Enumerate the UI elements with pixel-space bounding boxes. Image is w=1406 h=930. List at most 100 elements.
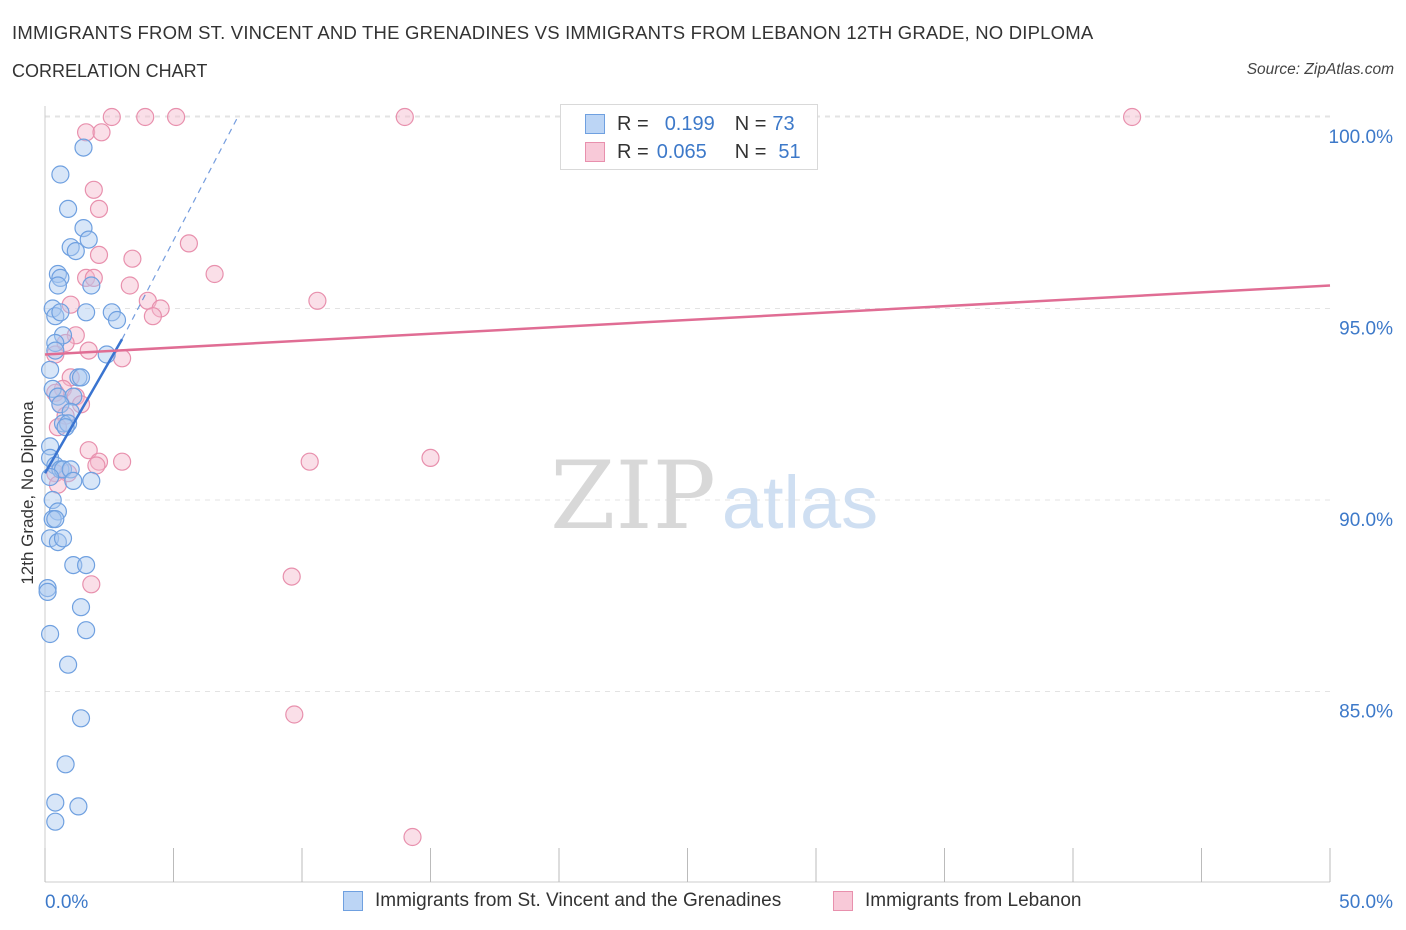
point-lebanon [205, 264, 224, 284]
point-st-vincent [58, 199, 78, 218]
series-swatch-lebanon [833, 891, 853, 911]
point-st-vincent [74, 219, 93, 238]
trend-lines [43, 116, 1331, 474]
legend-n-value-st-vincent: 73 [772, 112, 795, 135]
legend-n-label: N = [734, 140, 767, 163]
x-tick-label: 50.0% [1339, 892, 1393, 913]
legend-swatch-lebanon [585, 142, 605, 162]
point-lebanon [123, 249, 142, 268]
series-swatch-st-vincent [343, 891, 363, 911]
point-lebanon [179, 234, 198, 253]
point-lebanon [120, 276, 139, 295]
point-lebanon [76, 123, 96, 142]
point-lebanon [61, 295, 80, 314]
legend-r-label: R = [617, 112, 649, 135]
point-st-vincent [82, 276, 101, 295]
point-lebanon [87, 456, 106, 475]
point-lebanon [300, 452, 319, 471]
point-st-vincent [40, 624, 60, 644]
point-lebanon [285, 705, 304, 724]
trend-line-st-vincent [43, 338, 124, 474]
point-st-vincent [71, 709, 91, 728]
chart-subtitle: CORRELATION CHART [12, 61, 208, 81]
point-lebanon [82, 575, 101, 594]
axes [44, 106, 1331, 883]
point-st-vincent [76, 303, 96, 322]
point-st-vincent [64, 555, 83, 575]
series-st-vincent-points [38, 138, 127, 831]
point-st-vincent [51, 165, 70, 184]
legend-row-lebanon: R = 0.065 N = 51 [585, 141, 801, 163]
point-lebanon [403, 827, 422, 847]
point-lebanon [308, 291, 327, 310]
point-lebanon [92, 123, 111, 142]
point-lebanon [282, 567, 301, 586]
point-st-vincent [79, 230, 98, 249]
point-st-vincent [66, 242, 85, 261]
legend-r-value-lebanon: 0.065 [656, 140, 707, 163]
legend-row-st-vincent: R = 0.199 N = 73 [585, 113, 795, 135]
point-st-vincent [40, 467, 60, 487]
gridlines [45, 115, 1330, 692]
trend-line-st-vincent-extension [121, 116, 239, 340]
watermark-atlas: atlas [722, 461, 878, 544]
point-st-vincent [46, 812, 65, 831]
source-label: Source: ZipAtlas.com [1246, 61, 1394, 78]
point-lebanon [112, 452, 132, 471]
point-st-vincent [58, 655, 78, 674]
legend-swatch-st-vincent [585, 114, 605, 134]
point-lebanon [102, 107, 121, 127]
point-st-vincent [53, 326, 73, 345]
point-lebanon [112, 349, 132, 368]
point-st-vincent [38, 578, 57, 598]
legend-r-label: R = [617, 140, 649, 163]
legend-n-value-lebanon: 51 [778, 140, 801, 163]
y-tick-label: 85.0% [1339, 702, 1393, 723]
point-st-vincent [76, 555, 96, 575]
point-st-vincent [69, 797, 88, 816]
legend-n-label: N = [734, 112, 767, 135]
point-lebanon [167, 107, 186, 127]
point-lebanon [151, 299, 170, 318]
point-st-vincent [51, 395, 70, 414]
point-st-vincent [48, 276, 68, 295]
legend-r-value-st-vincent: 0.199 [664, 112, 715, 135]
series-legend-st-vincent[interactable]: Immigrants from St. Vincent and the Gren… [343, 890, 781, 912]
point-st-vincent [74, 138, 93, 157]
stats-legend: R = 0.199 N = 73 R = 0.065 N = 51 [560, 104, 818, 170]
point-st-vincent [53, 529, 73, 548]
point-st-vincent [61, 460, 80, 479]
point-st-vincent [64, 471, 83, 490]
y-axis-label: 12th Grade, No Diploma [18, 401, 37, 585]
y-tick-label: 100.0% [1329, 127, 1394, 148]
chart-title: IMMIGRANTS FROM ST. VINCENT AND THE GREN… [12, 22, 1094, 43]
point-lebanon [84, 180, 103, 199]
point-lebanon [395, 107, 414, 127]
point-st-vincent [46, 333, 65, 353]
point-st-vincent [40, 360, 60, 379]
point-lebanon [1122, 107, 1142, 127]
x-tick-label: 0.0% [45, 892, 88, 913]
point-st-vincent [46, 793, 65, 812]
point-st-vincent [46, 509, 65, 529]
series-label-st-vincent: Immigrants from St. Vincent and the Gren… [375, 890, 782, 911]
tick-labels: 85.0% 90.0% 95.0% 100.0% 0.0% 50.0% [45, 127, 1393, 913]
point-st-vincent [46, 341, 65, 360]
point-st-vincent [71, 598, 91, 617]
point-st-vincent [38, 582, 57, 602]
watermark: ZIP atlas [550, 442, 878, 551]
point-lebanon [136, 107, 155, 127]
point-lebanon [421, 448, 440, 467]
trend-line-lebanon [44, 284, 1331, 356]
point-st-vincent [82, 471, 101, 490]
series-legend-lebanon[interactable]: Immigrants from Lebanon [833, 890, 1082, 912]
point-st-vincent [76, 621, 96, 640]
point-st-vincent [43, 490, 62, 510]
point-lebanon [89, 245, 109, 264]
watermark-zip: ZIP [550, 442, 716, 551]
point-lebanon [66, 326, 85, 345]
point-st-vincent [107, 310, 127, 330]
point-st-vincent [71, 368, 91, 387]
point-lebanon [89, 199, 109, 218]
